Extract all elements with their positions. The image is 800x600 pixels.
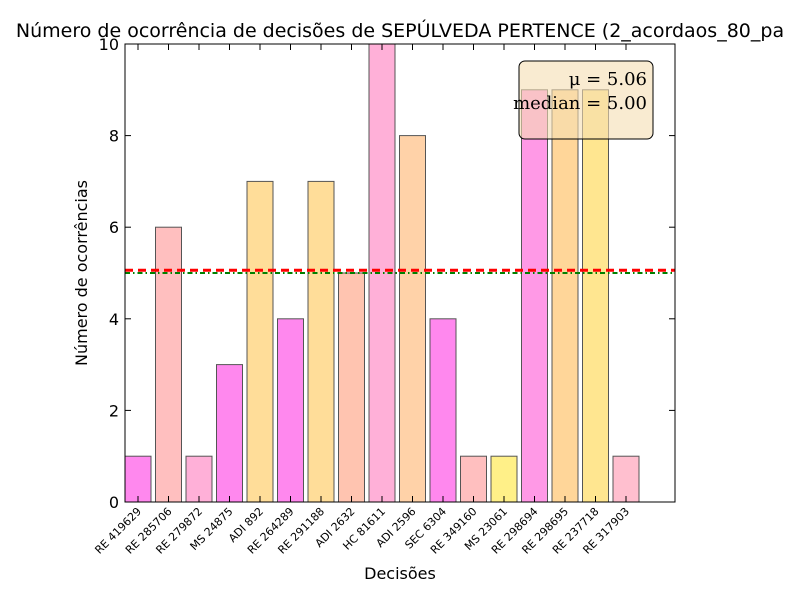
y-tick-label: 2 [109, 401, 119, 420]
bar [155, 226, 182, 503]
bar [521, 89, 548, 503]
bar [185, 455, 213, 503]
chart-title: Número de ocorrência de decisões de SEPÚ… [16, 18, 784, 42]
plot-frame [124, 43, 676, 503]
y-axis: 0 2 4 6 8 10 [99, 35, 675, 512]
bar [460, 455, 487, 503]
bar [277, 318, 304, 503]
bar [338, 272, 365, 503]
bar [216, 364, 243, 503]
y-axis-label: Número de ocorrências [72, 180, 91, 366]
stats-box-background [518, 60, 654, 140]
bar [307, 180, 335, 503]
bar [490, 455, 518, 503]
stats-mean-label: μ = 5.06 [569, 69, 647, 90]
bar [612, 455, 640, 503]
y-tick-label: 6 [109, 218, 119, 237]
y-tick-label: 0 [109, 493, 119, 512]
y-tick-label: 10 [99, 35, 119, 54]
reference-lines [125, 268, 675, 274]
bar [246, 180, 274, 503]
bar [551, 89, 579, 503]
bars-group [124, 43, 640, 503]
bar [399, 135, 426, 503]
y-tick-label: 8 [109, 127, 119, 146]
stats-median-label: median = 5.00 [513, 93, 647, 114]
bar [429, 318, 457, 503]
bar [124, 455, 152, 503]
stats-box: μ = 5.06 median = 5.00 [513, 60, 654, 140]
x-axis-label: Decisões [364, 564, 436, 583]
y-tick-label: 4 [109, 310, 119, 329]
bar [582, 89, 609, 503]
